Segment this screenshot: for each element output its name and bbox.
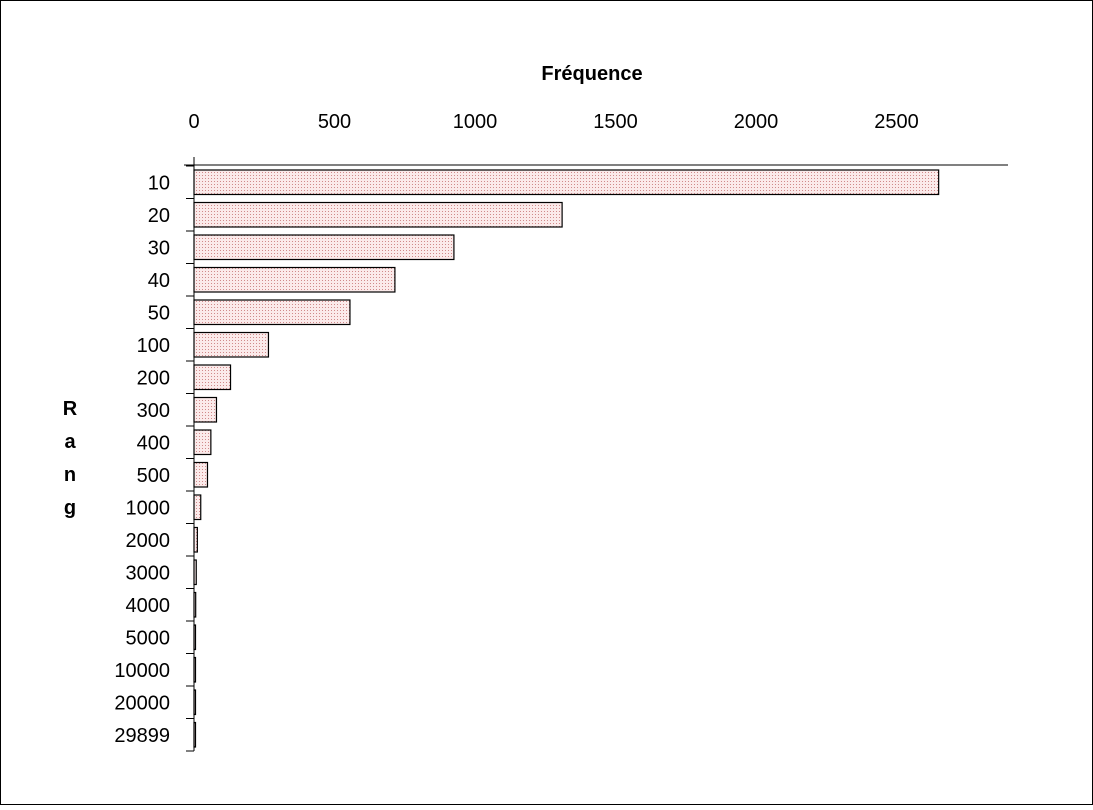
x-tick-label: 0: [188, 111, 199, 133]
bar: [193, 364, 232, 391]
y-tick-label: 2000: [126, 530, 171, 552]
bar: [193, 591, 197, 618]
y-tick-label: 30: [148, 237, 170, 259]
bar: [193, 429, 212, 456]
bar: [193, 331, 270, 358]
y-tick-label: 29899: [114, 725, 170, 747]
bar: [193, 169, 940, 196]
bar: [193, 299, 351, 326]
y-axis-title-letter: a: [64, 431, 76, 453]
y-tick-label: 10000: [114, 660, 170, 682]
bar: [193, 396, 218, 423]
y-tick-label: 50: [148, 302, 170, 324]
x-tick-label: 1500: [593, 111, 638, 133]
y-axis-tick-labels: 10 20 30 40 50 100 200 300 400 500 1000 2000 3000 400…: [114, 172, 170, 747]
bar: [193, 234, 455, 261]
y-tick-label: 100: [137, 335, 170, 357]
y-tick-label: 40: [148, 270, 170, 292]
y-tick-label: 400: [137, 432, 170, 454]
bar: [193, 624, 197, 651]
x-axis-title: Fréquence: [541, 63, 642, 85]
y-axis-title-letter: n: [64, 464, 76, 486]
y-tick-label: 20000: [114, 692, 170, 714]
x-tick-label: 1000: [453, 111, 498, 133]
y-tick-label: 20: [148, 205, 170, 227]
bar: [193, 266, 396, 293]
bar: [193, 689, 197, 716]
y-tick-label: 200: [137, 367, 170, 389]
bar: [193, 559, 197, 586]
x-axis-ticks: 0 500 1000 1500 2000 2500: [188, 111, 918, 133]
y-tick-label: 300: [137, 400, 170, 422]
bar: [193, 721, 197, 748]
bar: [193, 526, 198, 553]
x-tick-label: 2000: [734, 111, 779, 133]
y-tick-label: 4000: [126, 595, 171, 617]
bars: [193, 169, 940, 748]
y-axis-title-letter: R: [63, 398, 78, 420]
bar: [193, 494, 202, 521]
y-tick-label: 500: [137, 465, 170, 487]
y-tick-label: 1000: [126, 497, 171, 519]
y-tick-label: 10: [148, 172, 170, 194]
y-axis-title-letter: g: [64, 497, 76, 519]
bar: [193, 656, 197, 683]
y-tick-label: 3000: [126, 562, 171, 584]
bar: [193, 461, 209, 488]
x-tick-label: 500: [318, 111, 351, 133]
bar: [193, 201, 563, 228]
x-tick-label: 2500: [874, 111, 919, 133]
y-tick-label: 5000: [126, 627, 171, 649]
